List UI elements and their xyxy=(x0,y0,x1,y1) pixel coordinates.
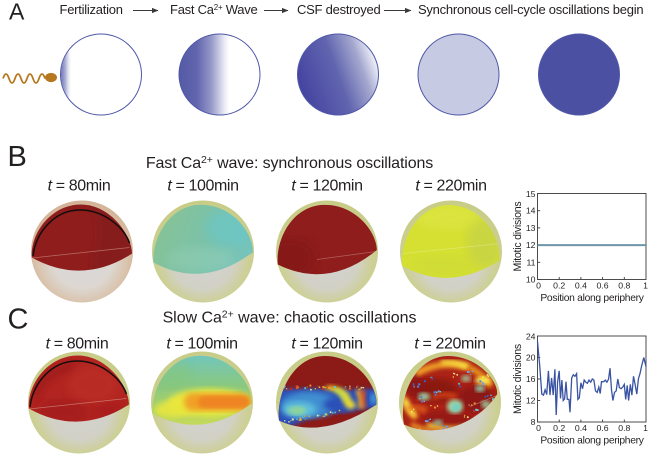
svg-text:20: 20 xyxy=(526,353,536,363)
svg-text:10: 10 xyxy=(526,275,536,285)
svg-text:t = 100min: t = 100min xyxy=(166,336,237,353)
svg-text:8: 8 xyxy=(531,417,536,427)
svg-text:Synchronous cell-cycle oscilla: Synchronous cell-cycle oscillations begi… xyxy=(418,2,643,17)
svg-text:t = 100min: t = 100min xyxy=(167,178,238,195)
svg-text:Mitotic divisions: Mitotic divisions xyxy=(512,202,524,272)
svg-text:14: 14 xyxy=(526,206,536,216)
svg-text:Position along periphery: Position along periphery xyxy=(540,436,644,447)
svg-text:t = 80min: t = 80min xyxy=(48,178,111,195)
svg-text:Mitotic divisions: Mitotic divisions xyxy=(512,344,524,414)
svg-text:t = 120min: t = 120min xyxy=(291,336,362,353)
svg-text:0.2: 0.2 xyxy=(553,423,565,433)
svg-text:24: 24 xyxy=(526,331,536,341)
svg-text:0.4: 0.4 xyxy=(575,423,587,433)
svg-text:12: 12 xyxy=(526,396,536,406)
svg-text:0.4: 0.4 xyxy=(575,280,587,290)
svg-text:t = 220min: t = 220min xyxy=(415,178,486,195)
svg-text:12: 12 xyxy=(526,240,536,250)
svg-text:Fast Ca2+ Wave: Fast Ca2+ Wave xyxy=(170,2,258,17)
svg-text:CSF destroyed: CSF destroyed xyxy=(297,2,380,17)
svg-text:Position along periphery: Position along periphery xyxy=(540,293,644,304)
svg-text:13: 13 xyxy=(526,223,536,233)
svg-text:C: C xyxy=(8,304,29,336)
svg-text:t = 120min: t = 120min xyxy=(291,178,362,195)
svg-text:t = 80min: t = 80min xyxy=(46,336,109,353)
svg-text:0: 0 xyxy=(536,280,541,290)
svg-text:A: A xyxy=(9,0,25,24)
svg-text:11: 11 xyxy=(526,257,535,267)
svg-text:0.2: 0.2 xyxy=(553,280,565,290)
svg-text:0: 0 xyxy=(536,423,541,433)
svg-text:1: 1 xyxy=(643,423,648,433)
svg-text:15: 15 xyxy=(526,189,536,199)
svg-text:0.6: 0.6 xyxy=(597,423,609,433)
svg-text:B: B xyxy=(8,141,27,173)
svg-text:0.8: 0.8 xyxy=(618,423,630,433)
svg-text:Fertilization: Fertilization xyxy=(60,2,123,17)
svg-text:t = 220min: t = 220min xyxy=(414,336,485,353)
svg-text:0.6: 0.6 xyxy=(597,280,609,290)
svg-text:16: 16 xyxy=(526,374,536,384)
svg-text:1: 1 xyxy=(643,280,648,290)
svg-text:Fast Ca2+ wave: synchronous os: Fast Ca2+ wave: synchronous oscillations xyxy=(146,154,433,172)
svg-text:Slow Ca2+ wave: chaotic oscill: Slow Ca2+ wave: chaotic oscillations xyxy=(163,309,417,327)
svg-text:0.8: 0.8 xyxy=(618,280,630,290)
